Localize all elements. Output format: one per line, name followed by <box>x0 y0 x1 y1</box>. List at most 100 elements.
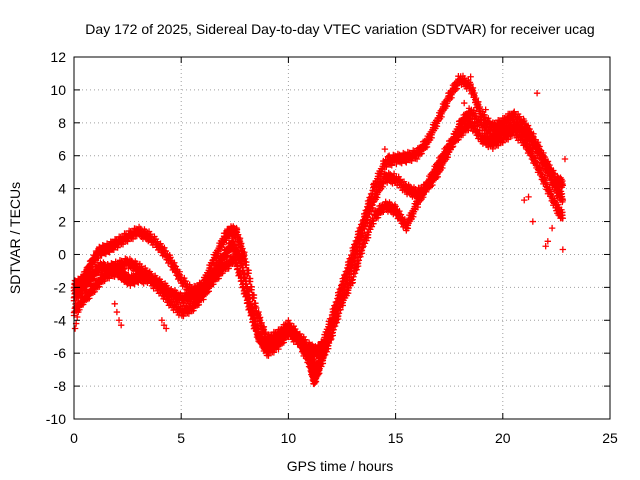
data-markers <box>70 72 569 388</box>
data-point <box>171 259 178 266</box>
data-point <box>527 132 534 140</box>
data-point <box>461 99 468 107</box>
data-point <box>420 145 427 153</box>
data-point <box>526 142 533 150</box>
data-point <box>535 145 542 152</box>
data-point <box>559 182 567 189</box>
data-point <box>510 109 517 117</box>
y-tick-label: 2 <box>58 214 66 230</box>
data-point <box>381 145 389 153</box>
data-point <box>525 193 532 201</box>
data-point <box>162 325 170 332</box>
data-point <box>334 312 342 320</box>
data-point <box>522 136 529 144</box>
data-point <box>176 268 183 275</box>
y-tick-label: -6 <box>54 345 67 361</box>
data-point <box>542 243 549 250</box>
data-point <box>262 340 269 348</box>
data-point <box>548 224 556 232</box>
data-point <box>229 234 236 242</box>
axis-ticks: 0 5 10 15 20 25 -10 -8 -6 -4 -2 0 2 4 6 8 10 12 <box>46 49 618 446</box>
data-point <box>349 276 356 283</box>
y-tick-label: 0 <box>58 246 66 262</box>
data-point <box>236 251 243 258</box>
data-point <box>385 152 393 159</box>
data-point <box>467 80 474 88</box>
data-point <box>238 257 246 264</box>
data-point <box>392 203 399 210</box>
chart-title: Day 172 of 2025, Sidereal Day-to-day VTE… <box>85 21 594 37</box>
data-point <box>501 126 509 133</box>
data-point <box>559 246 567 253</box>
y-tick-label: 6 <box>58 148 66 164</box>
data-point <box>243 289 250 297</box>
data-point <box>162 247 170 255</box>
data-point <box>231 249 238 257</box>
data-point <box>158 317 166 324</box>
data-point <box>531 139 539 146</box>
data-point <box>396 207 403 215</box>
data-point <box>482 106 489 113</box>
data-point <box>521 196 528 204</box>
data-point <box>521 125 529 132</box>
x-tick-label: 5 <box>177 430 185 446</box>
data-point <box>298 339 305 346</box>
data-point <box>256 314 264 321</box>
data-point <box>233 256 240 263</box>
series-track-c <box>70 115 567 388</box>
data-point <box>550 177 558 184</box>
data-point <box>491 136 498 143</box>
data-point <box>390 170 398 177</box>
data-point <box>252 321 259 328</box>
data-point <box>111 300 118 308</box>
data-point <box>234 262 242 269</box>
data-point <box>397 211 405 218</box>
data-point <box>551 195 559 202</box>
data-point <box>546 183 553 191</box>
data-point <box>329 329 337 336</box>
data-point <box>236 235 244 242</box>
y-tick-label: 10 <box>50 82 66 98</box>
data-point <box>475 98 482 106</box>
data-point <box>161 244 168 252</box>
data-point <box>547 188 555 195</box>
data-point <box>133 260 140 267</box>
x-tick-label: 10 <box>281 430 297 446</box>
data-point <box>233 244 241 251</box>
data-point <box>258 334 265 342</box>
data-point <box>547 170 554 177</box>
data-point <box>525 129 533 136</box>
data-point <box>529 150 536 158</box>
data-point <box>71 325 79 332</box>
data-point <box>234 247 242 255</box>
y-tick-label: 4 <box>58 181 66 197</box>
data-point <box>113 308 121 316</box>
data-point <box>561 155 569 163</box>
y-tick-label: -2 <box>54 279 67 295</box>
data-point <box>245 267 252 274</box>
data-point <box>256 330 264 338</box>
data-point <box>75 308 82 316</box>
data-point <box>260 323 268 330</box>
data-point <box>296 335 304 342</box>
data-point <box>74 313 81 321</box>
data-point <box>396 177 404 184</box>
y-tick-label: -4 <box>54 312 67 328</box>
data-point <box>243 258 250 266</box>
data-point <box>555 211 562 219</box>
data-point <box>413 155 421 163</box>
data-point <box>238 240 245 247</box>
data-point <box>533 90 541 97</box>
x-tick-label: 0 <box>70 430 78 446</box>
data-point <box>233 226 241 233</box>
data-point <box>244 296 252 303</box>
data-point <box>544 238 552 245</box>
data-point <box>540 156 548 163</box>
data-point <box>472 123 480 130</box>
data-point <box>521 117 528 125</box>
data-point <box>160 322 168 329</box>
data-point <box>542 176 549 184</box>
data-point <box>234 231 242 238</box>
data-point <box>524 122 532 129</box>
